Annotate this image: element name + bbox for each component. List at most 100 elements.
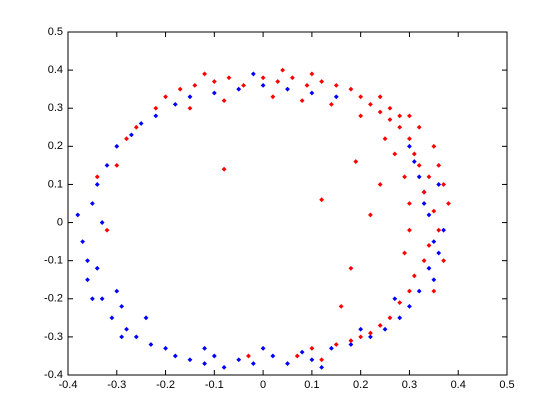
scatter-point xyxy=(397,124,403,130)
scatter-point xyxy=(187,357,193,363)
scatter-point xyxy=(211,90,217,96)
scatter-point xyxy=(241,82,246,88)
scatter-point xyxy=(309,345,315,351)
scatter-point xyxy=(431,143,437,149)
scatter-point xyxy=(119,304,125,309)
scatter-point xyxy=(397,315,403,321)
scatter-point xyxy=(221,364,227,370)
scatter-point xyxy=(89,296,95,302)
scatter-point xyxy=(392,151,398,157)
x-tick-label: 0.4 xyxy=(451,379,466,391)
scatter-point xyxy=(85,258,90,264)
scatter-point xyxy=(416,174,422,180)
scatter-point xyxy=(358,326,364,332)
scatter-point xyxy=(358,334,364,340)
scatter-point xyxy=(187,94,193,100)
scatter-point xyxy=(124,136,129,142)
x-tick-label: 0.5 xyxy=(499,379,514,391)
scatter-point xyxy=(109,315,115,321)
scatter-point xyxy=(85,277,90,283)
y-tick-label: -0.2 xyxy=(44,293,63,305)
scatter-point xyxy=(329,345,334,351)
x-tick-label: -0.3 xyxy=(107,379,126,391)
scatter-point xyxy=(104,227,110,233)
scatter-point xyxy=(407,143,412,149)
scatter-point xyxy=(411,151,417,157)
scatter-point xyxy=(407,288,412,294)
scatter-point xyxy=(397,113,403,119)
scatter-point xyxy=(333,342,339,347)
scatter-point xyxy=(387,117,393,123)
scatter-point xyxy=(226,75,232,81)
scatter-point xyxy=(211,79,217,84)
scatter-point xyxy=(319,197,325,203)
scatter-point xyxy=(299,349,305,355)
scatter-point xyxy=(270,94,276,100)
scatter-point xyxy=(163,94,168,100)
scatter-point xyxy=(368,212,373,218)
scatter-point xyxy=(153,105,159,111)
scatter-point xyxy=(221,98,227,103)
scatter-point xyxy=(89,201,95,206)
scatter-point xyxy=(250,361,256,366)
scatter-point xyxy=(260,75,266,81)
scatter-point xyxy=(348,265,354,271)
scatter-point xyxy=(221,166,227,172)
scatter-point xyxy=(426,174,432,180)
scatter-point xyxy=(387,315,393,321)
scatter-point xyxy=(382,136,388,142)
scatter-point xyxy=(407,227,412,233)
scatter-point xyxy=(348,338,354,344)
scatter-point xyxy=(202,71,207,77)
scatter-point xyxy=(104,162,110,168)
scatter-point xyxy=(94,182,100,187)
scatter-point xyxy=(353,159,359,164)
scatter-point xyxy=(114,143,120,149)
x-tick-label: 0.3 xyxy=(402,379,417,391)
scatter-point xyxy=(299,98,305,103)
x-tick-label: 0.1 xyxy=(304,379,319,391)
x-tick-label: -0.4 xyxy=(59,379,78,391)
scatter-point xyxy=(260,82,266,88)
scatter-point xyxy=(236,86,242,92)
scatter-point xyxy=(246,353,251,359)
scatter-point xyxy=(329,102,334,107)
scatter-point xyxy=(407,136,412,142)
scatter-point xyxy=(377,94,383,100)
scatter-point xyxy=(187,105,193,111)
scatter-point xyxy=(426,265,432,271)
scatter-point xyxy=(441,182,446,187)
y-tick-label: 0.4 xyxy=(48,64,63,76)
scatter-point xyxy=(309,357,315,363)
scatter-point xyxy=(348,86,354,92)
scatter-point xyxy=(236,357,242,363)
scatter-point xyxy=(99,296,105,302)
scatter-point xyxy=(285,86,290,92)
scatter-point xyxy=(124,326,129,332)
scatter-point xyxy=(426,243,432,248)
y-tick-label: 0.5 xyxy=(48,26,63,38)
scatter-point xyxy=(270,353,276,359)
scatter-point xyxy=(289,75,295,81)
scatter-point xyxy=(411,159,417,164)
scatter-point xyxy=(148,342,154,347)
scatter-point xyxy=(431,288,437,294)
scatter-point xyxy=(192,82,198,88)
scatter-point xyxy=(421,201,427,206)
scatter-point xyxy=(177,86,183,92)
scatter-point xyxy=(436,182,442,187)
scatter-point xyxy=(397,300,403,305)
scatter-point xyxy=(172,102,178,107)
scatter-point xyxy=(319,364,325,370)
scatter-point xyxy=(285,361,290,366)
scatter-point xyxy=(407,201,412,206)
scatter-point xyxy=(80,239,86,245)
scatter-point xyxy=(211,353,217,359)
scatter-point xyxy=(392,296,398,302)
y-tick-label: -0.4 xyxy=(44,369,63,381)
scatter-point xyxy=(441,227,446,233)
scatter-point xyxy=(333,82,339,88)
plot-frame xyxy=(67,31,508,376)
y-tick-label: -0.3 xyxy=(44,331,63,343)
